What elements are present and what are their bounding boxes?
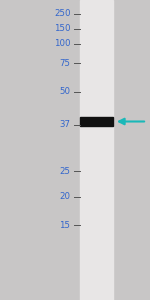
Text: 15: 15: [60, 220, 70, 230]
Text: 37: 37: [60, 120, 70, 129]
Text: 75: 75: [60, 58, 70, 68]
Text: 50: 50: [60, 87, 70, 96]
Bar: [80, 0, 112, 300]
Text: 25: 25: [60, 167, 70, 176]
Bar: [80, 117, 112, 126]
Text: 150: 150: [54, 24, 70, 33]
Text: 250: 250: [54, 9, 70, 18]
Text: 20: 20: [60, 192, 70, 201]
Text: 100: 100: [54, 39, 70, 48]
